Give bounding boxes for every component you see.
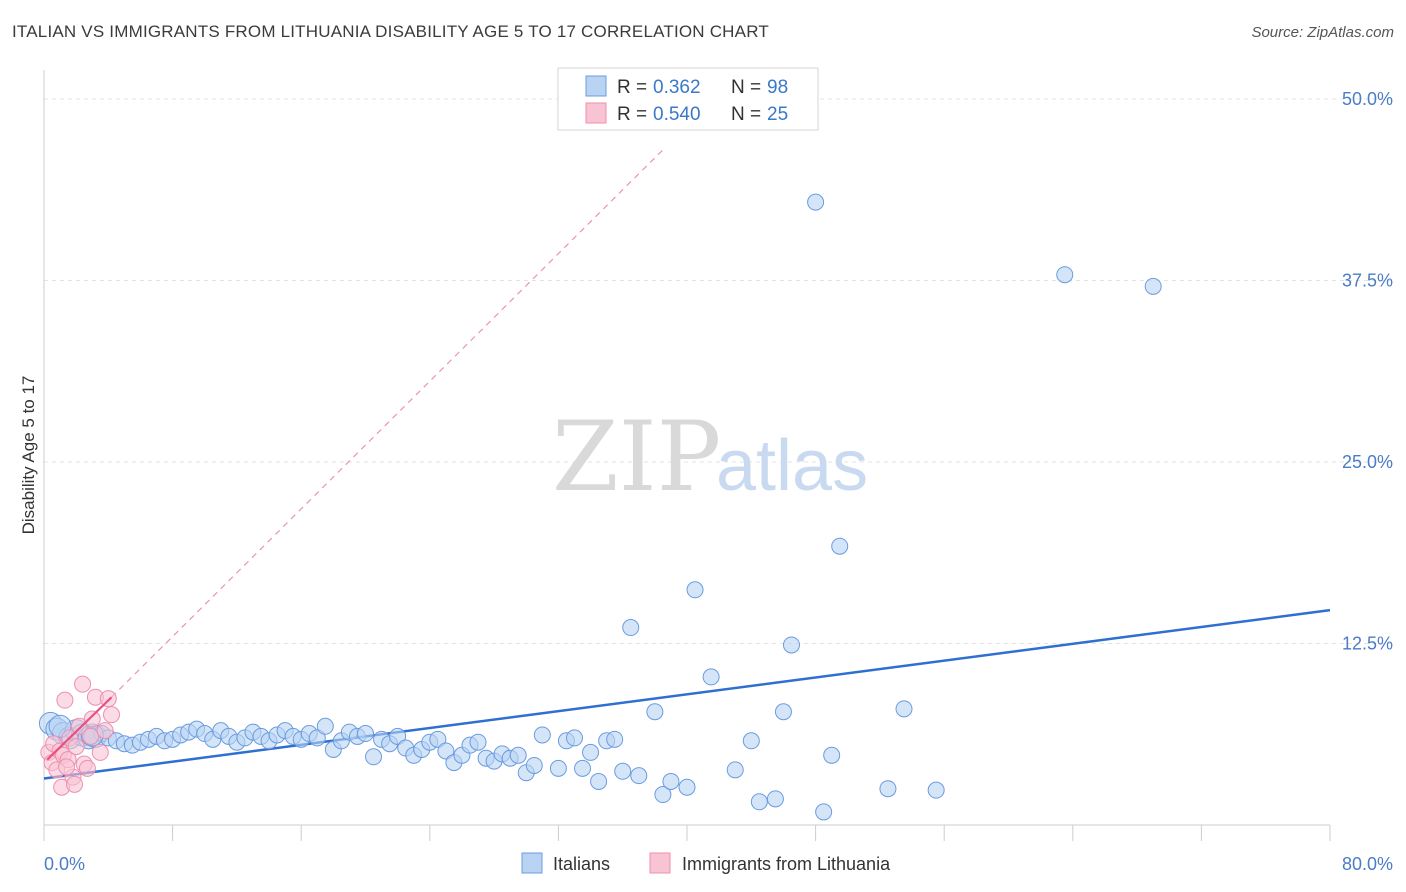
trend-lines: [43, 149, 1331, 780]
lithuania-point: [56, 691, 74, 709]
italians-point: [308, 729, 326, 747]
italians-point: [726, 761, 744, 779]
bottom-legend-italians: Italians: [553, 854, 610, 874]
y-tick-labels: 12.5% 25.0% 37.5% 50.0%: [1342, 89, 1393, 653]
watermark-atlas: atlas: [716, 426, 868, 506]
lithuania-point: [96, 722, 114, 740]
bottom-legend-swatch-lithuania: [649, 852, 671, 874]
italians-point: [590, 772, 608, 790]
italians-point: [614, 762, 632, 780]
chart-source: Source: ZipAtlas.com: [1251, 24, 1394, 41]
grid-lines: [44, 98, 1392, 645]
italians-point: [895, 700, 913, 718]
lithuania-point: [103, 706, 121, 724]
y-tick-label: 37.5%: [1342, 271, 1393, 291]
italians-trend-line: [43, 608, 1331, 780]
italians-point: [509, 746, 527, 764]
italians-point: [357, 725, 374, 743]
italians-point: [766, 790, 784, 808]
italians-point: [525, 756, 543, 774]
lithuania-point: [66, 775, 84, 793]
lithuania-trend-extended: [111, 149, 664, 698]
legend-n-value-2: 25: [767, 104, 788, 125]
y-tick-label: 25.0%: [1342, 452, 1393, 472]
italians-point: [646, 703, 664, 721]
italians-point: [549, 759, 567, 777]
legend-r-label-1: R =: [617, 77, 647, 98]
italians-point: [622, 619, 640, 637]
lithuania-point: [83, 710, 101, 728]
y-tick-label: 50.0%: [1342, 89, 1393, 109]
italians-point: [774, 703, 792, 721]
x-tick-label: 0.0%: [44, 854, 85, 874]
italians-point: [807, 193, 825, 211]
italians-point: [582, 743, 600, 761]
legend-r-label-2: R =: [617, 104, 647, 125]
italians-point: [437, 742, 455, 760]
italians-point: [742, 732, 760, 750]
italians-point: [815, 803, 833, 821]
lithuania-point: [74, 675, 92, 693]
italians-point: [879, 780, 897, 798]
italians-point: [654, 786, 672, 804]
series-legend: Italians Immigrants from Lithuania: [521, 852, 891, 874]
y-axis-label: Disability Age 5 to 17: [19, 376, 38, 535]
lithuania-point: [82, 727, 100, 745]
italians-point: [686, 581, 704, 599]
bottom-legend-lithuania: Immigrants from Lithuania: [682, 854, 891, 874]
lithuania-point: [58, 758, 76, 776]
italians-point: [662, 772, 680, 790]
italians-point: [606, 730, 624, 748]
stats-legend: R = 0.362 N = 98 R = 0.540 N = 25: [557, 67, 819, 131]
italians-point: [565, 729, 583, 747]
lithuania-point: [70, 717, 88, 735]
legend-n-label-2: N =: [731, 104, 761, 125]
italians-point: [782, 636, 800, 654]
legend-r-value-2: 0.540: [653, 104, 701, 125]
italians-point: [1056, 266, 1074, 284]
lithuania-point: [67, 738, 85, 756]
italians-point: [574, 759, 592, 777]
legend-n-label-1: N =: [731, 77, 761, 98]
italians-point: [702, 668, 720, 686]
italians-point: [831, 537, 849, 555]
bottom-legend-swatch-italians: [521, 852, 543, 874]
italians-point: [750, 793, 768, 811]
italians-point: [389, 727, 407, 745]
lithuania-points: [40, 675, 121, 796]
legend-n-value-1: 98: [767, 77, 788, 98]
italians-point: [823, 746, 841, 764]
lithuania-point: [91, 743, 109, 761]
lithuania-trend-line: [46, 696, 113, 761]
axes: [43, 70, 1331, 841]
x-tick-labels: 0.0% 80.0%: [44, 854, 1393, 874]
lithuania-point: [78, 759, 96, 777]
italians-point: [630, 767, 648, 785]
watermark: ZIP atlas: [552, 401, 868, 513]
x-tick-label: 80.0%: [1342, 854, 1393, 874]
italians-point: [533, 726, 551, 744]
italians-point: [678, 778, 696, 796]
watermark-zip: ZIP: [552, 401, 721, 513]
legend-swatch-italians: [585, 75, 607, 97]
italians-point: [469, 733, 487, 751]
italians-point: [927, 781, 945, 799]
italians-point: [429, 730, 447, 748]
lithuania-point: [99, 690, 117, 708]
italians-point: [316, 717, 334, 735]
legend-r-value-1: 0.362: [653, 77, 701, 98]
italians-points: [38, 193, 1162, 821]
y-tick-label: 12.5%: [1342, 634, 1393, 654]
chart-title: ITALIAN VS IMMIGRANTS FROM LITHUANIA DIS…: [12, 22, 769, 41]
legend-swatch-lithuania: [585, 102, 607, 124]
italians-point: [365, 748, 383, 766]
italians-point: [1144, 277, 1162, 295]
